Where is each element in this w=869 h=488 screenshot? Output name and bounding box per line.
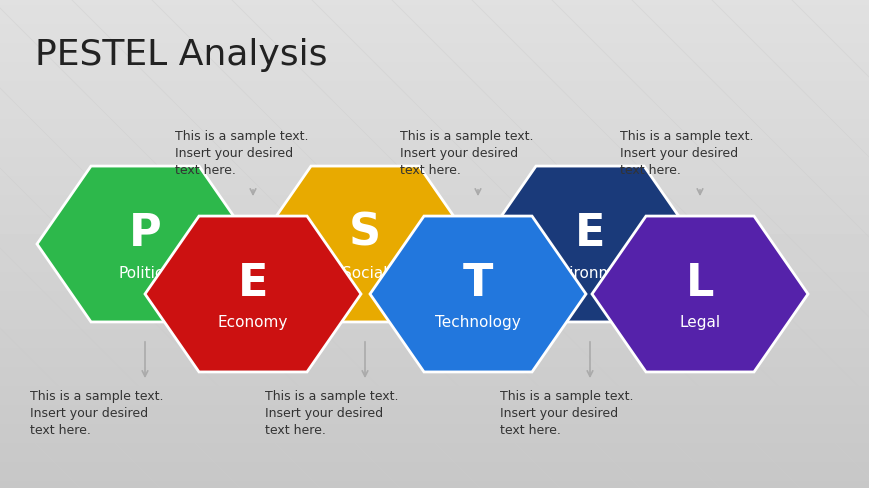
Text: This is a sample text.
Insert your desired
text here.: This is a sample text. Insert your desir… [30,389,163,436]
Text: Technology: Technology [434,315,521,330]
Text: E: E [574,211,605,254]
Text: Social: Social [342,265,388,280]
Text: E: E [237,261,268,304]
Text: L: L [685,261,713,304]
Text: Legal: Legal [679,315,720,330]
Text: This is a sample text.
Insert your desired
text here.: This is a sample text. Insert your desir… [265,389,398,436]
Text: This is a sample text.
Insert your desired
text here.: This is a sample text. Insert your desir… [400,130,533,177]
Text: Politics: Politics [118,265,171,280]
Text: S: S [348,211,381,254]
Text: Economy: Economy [217,315,288,330]
Polygon shape [145,217,361,372]
Polygon shape [256,167,473,322]
Text: T: T [462,261,493,304]
Polygon shape [369,217,586,372]
Text: This is a sample text.
Insert your desired
text here.: This is a sample text. Insert your desir… [500,389,633,436]
Text: P: P [129,211,161,254]
Text: Environment: Environment [541,265,638,280]
Polygon shape [481,167,697,322]
Text: PESTEL Analysis: PESTEL Analysis [35,38,327,72]
Text: This is a sample text.
Insert your desired
text here.: This is a sample text. Insert your desir… [175,130,308,177]
Polygon shape [591,217,807,372]
Polygon shape [37,167,253,322]
Text: This is a sample text.
Insert your desired
text here.: This is a sample text. Insert your desir… [620,130,753,177]
